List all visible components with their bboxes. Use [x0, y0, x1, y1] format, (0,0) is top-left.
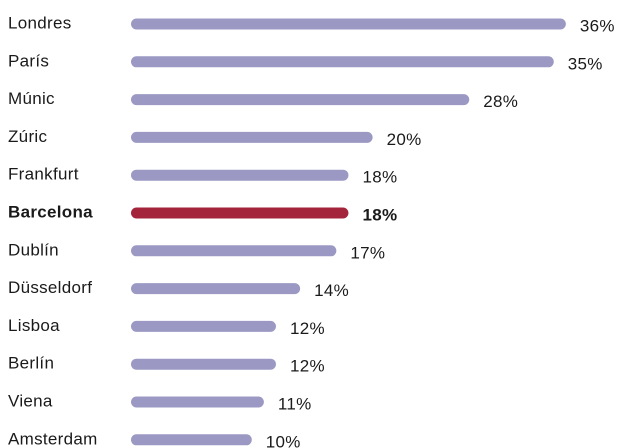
category-label: Dublín	[8, 240, 59, 259]
category-label: Londres	[8, 13, 72, 32]
value-label: 17%	[350, 243, 385, 262]
value-label: 18%	[362, 168, 397, 187]
bar	[131, 94, 470, 106]
bar	[131, 18, 566, 30]
bar	[131, 131, 373, 143]
value-label: 12%	[290, 319, 325, 338]
value-label: 35%	[568, 54, 603, 73]
value-label: 11%	[278, 394, 312, 413]
bar	[131, 396, 264, 408]
value-label: 20%	[387, 130, 422, 149]
bar	[131, 245, 337, 257]
bar	[131, 56, 554, 68]
category-label: París	[8, 51, 49, 70]
bar	[131, 169, 349, 181]
bar	[131, 434, 252, 446]
value-label: 14%	[314, 281, 349, 300]
category-label: Lisboa	[8, 316, 60, 335]
category-label: Múnic	[8, 89, 55, 108]
category-label: Viena	[8, 391, 53, 410]
category-label: Düsseldorf	[8, 278, 92, 297]
category-label: Barcelona	[8, 202, 93, 221]
value-label: 18%	[362, 205, 397, 224]
bar	[131, 283, 301, 295]
category-label: Amsterdam	[8, 429, 98, 448]
value-label: 10%	[266, 432, 301, 448]
value-label: 28%	[483, 92, 518, 111]
bar	[131, 358, 276, 370]
bar	[131, 320, 276, 332]
value-label: 36%	[580, 16, 615, 35]
category-label: Frankfurt	[8, 165, 79, 184]
category-label: Zúric	[8, 127, 47, 146]
category-label: Berlín	[8, 354, 54, 373]
value-label: 12%	[290, 357, 325, 376]
bar	[131, 207, 349, 219]
